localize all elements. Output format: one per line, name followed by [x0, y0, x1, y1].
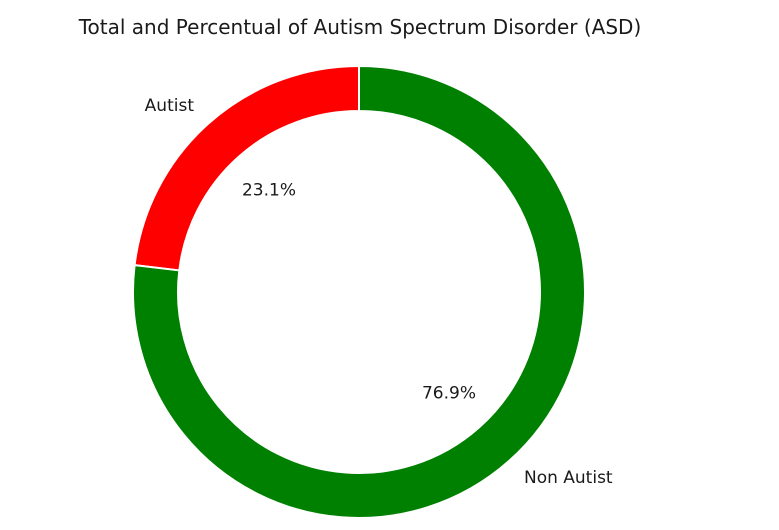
slice-non-autist [132, 64, 586, 519]
slice-label-non-autist: Non Autist [524, 468, 613, 488]
slice-label-autist: Autist [145, 96, 195, 116]
slices-group [132, 64, 586, 519]
pct-label-non-autist: 76.9% [422, 383, 476, 403]
chart-title: Total and Percentual of Autism Spectrum … [78, 15, 642, 39]
pct-label-autist: 23.1% [242, 181, 296, 201]
labels-group: Autist 23.1% Non Autist 76.9% [145, 96, 613, 488]
